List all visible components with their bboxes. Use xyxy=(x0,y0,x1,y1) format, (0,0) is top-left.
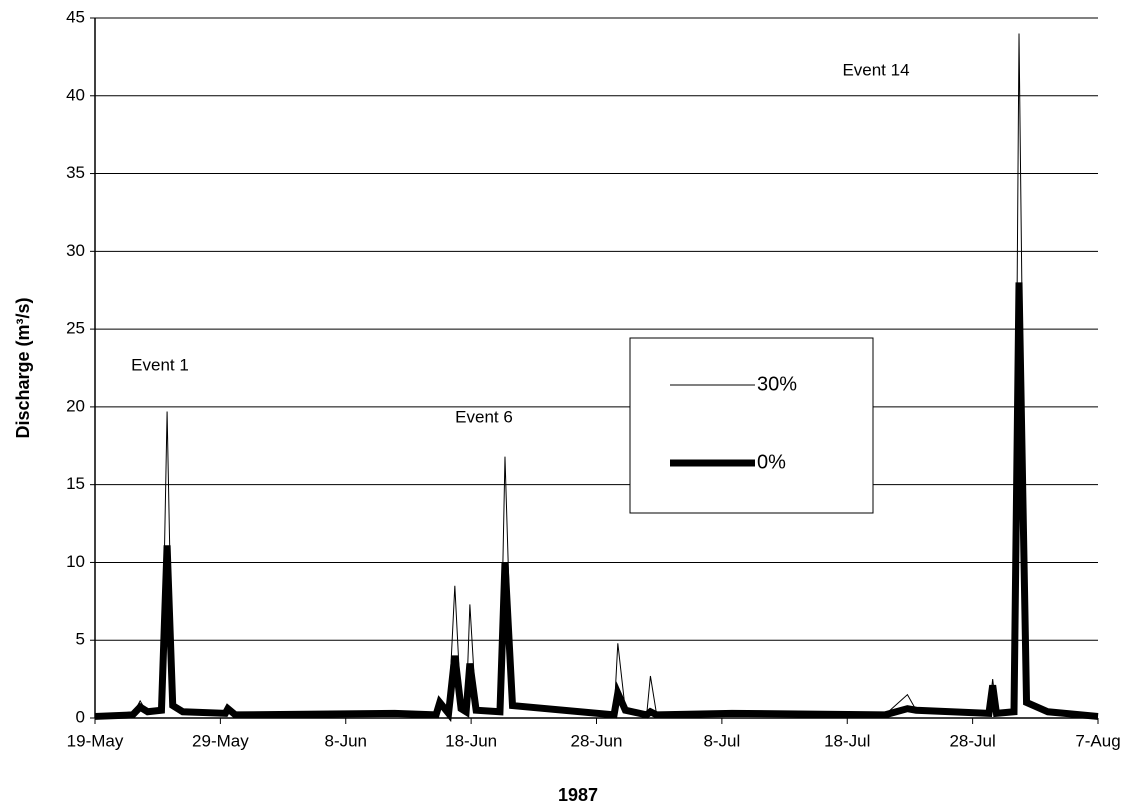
y-tick-label: 0 xyxy=(76,707,85,726)
x-tick-label: 18-Jul xyxy=(824,731,870,750)
y-tick-label: 30 xyxy=(66,241,85,260)
annotation: Event 1 xyxy=(131,355,189,374)
legend-box xyxy=(629,337,874,514)
y-tick-label: 20 xyxy=(66,396,85,415)
x-tick-label: 29-May xyxy=(192,731,249,750)
y-tick-label: 35 xyxy=(66,163,85,182)
y-tick-label: 5 xyxy=(76,630,85,649)
y-tick-label: 10 xyxy=(66,552,85,571)
y-axis-label: Discharge (m³/s) xyxy=(13,297,33,438)
legend-label: 30% xyxy=(757,373,797,395)
y-tick-label: 15 xyxy=(66,474,85,493)
x-tick-label: 7-Aug xyxy=(1075,731,1120,750)
y-tick-label: 45 xyxy=(66,7,85,26)
annotation: Event 6 xyxy=(455,407,513,426)
x-tick-label: 18-Jun xyxy=(445,731,497,750)
series-line xyxy=(94,282,1099,723)
x-tick-label: 8-Jun xyxy=(324,731,367,750)
x-tick-label: 8-Jul xyxy=(703,731,740,750)
x-tick-label: 28-Jul xyxy=(949,731,995,750)
series-line xyxy=(94,33,1099,717)
y-tick-label: 25 xyxy=(66,319,85,338)
x-tick-label: 19-May xyxy=(67,731,124,750)
x-axis-label: 1987 xyxy=(558,785,598,805)
annotation: Event 14 xyxy=(842,60,909,79)
x-tick-label: 28-Jun xyxy=(571,731,623,750)
y-tick-label: 40 xyxy=(66,85,85,104)
legend-label: 0% xyxy=(757,451,786,473)
